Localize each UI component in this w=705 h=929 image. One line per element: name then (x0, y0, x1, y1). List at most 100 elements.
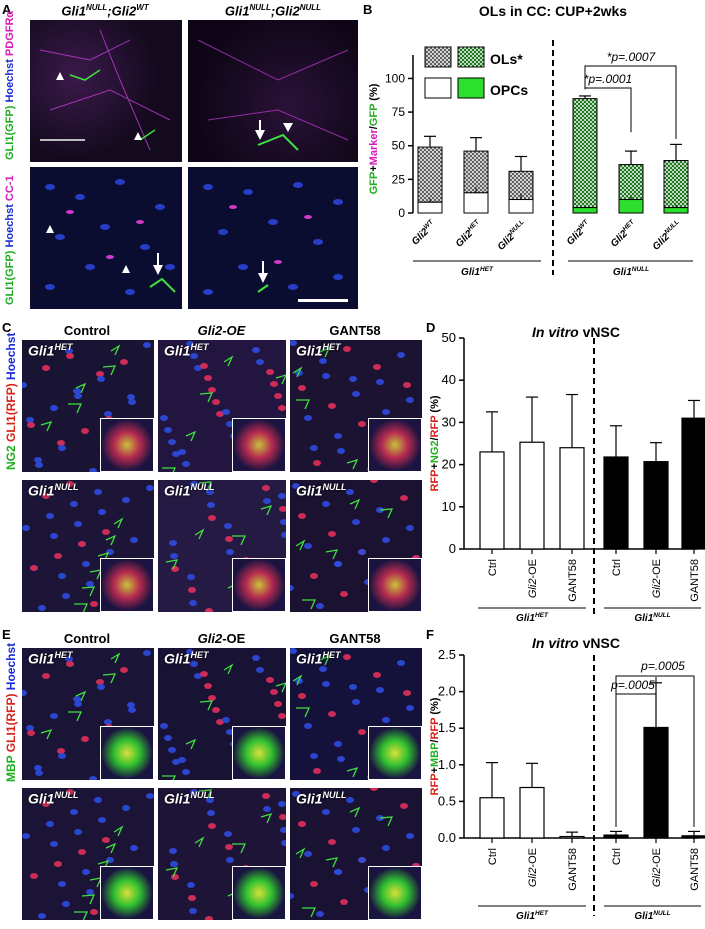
legend-opcs-white (424, 77, 452, 99)
cell-nucleus (102, 837, 110, 843)
micrograph-gridE-1-2-cells (290, 788, 420, 918)
cell-nucleus (281, 840, 286, 846)
cell-nucleus (334, 433, 342, 439)
cell-nucleus (270, 381, 278, 387)
cell-nucleus (50, 713, 58, 719)
panel-c-col-control: Control (63, 323, 111, 338)
cell-nucleus (42, 801, 50, 807)
cell-nucleus (310, 573, 318, 579)
cell-nucleus (200, 671, 208, 677)
micrograph-a-3-cells (45, 179, 176, 295)
chart-b-bar-opcs (417, 201, 443, 214)
cell-nucleus (90, 909, 98, 915)
cell-nucleus (128, 399, 136, 405)
cell-nucleus (160, 723, 168, 729)
micrograph-gridC-0-2: Gli1HET (290, 340, 422, 472)
chart-b-ytick-label: 50 (392, 139, 406, 153)
cell-nucleus (168, 747, 176, 753)
chartF-xtick-label: Gli2-OE (651, 848, 663, 887)
chart-b-xtick-label: Gli2HET (453, 218, 485, 250)
cell-nucleus (46, 821, 54, 827)
cell-nucleus (187, 882, 195, 888)
cell-nucleus (337, 448, 345, 454)
cell-nucleus (65, 656, 73, 662)
cell-nucleus (120, 667, 128, 673)
micrograph-gridE-0-2: Gli1HET (290, 648, 422, 780)
cell-nucleus (66, 661, 74, 667)
cell-nucleus (290, 585, 294, 591)
cell-process (198, 481, 213, 492)
chart-b-bar-opcs (618, 199, 644, 214)
cell-nucleus (94, 797, 102, 803)
cell-nucleus (189, 908, 197, 914)
cell-nucleus (224, 831, 232, 837)
cell-nucleus (298, 693, 306, 699)
cell-nucleus (263, 498, 271, 504)
cell-process (346, 766, 359, 778)
panel-c-ylabel: NG2 GLI1(RFP) Hoechst (4, 332, 18, 470)
cell-process (74, 911, 89, 920)
cell-nucleus (274, 701, 282, 707)
cell-nucleus (170, 553, 178, 559)
cell-nucleus (358, 549, 366, 555)
cell-nucleus (346, 489, 354, 495)
cell-nucleus (352, 519, 360, 525)
cell-process (232, 535, 247, 546)
panel-e-col-gant58: GANT58 (329, 631, 381, 646)
cell-nucleus (281, 532, 286, 538)
chart-b-bar-ols (572, 98, 598, 209)
chartF-xtick-label: GANT58 (567, 848, 579, 891)
chartF-xtick-label: GANT58 (689, 848, 701, 891)
micrograph-a-2-cells (197, 39, 349, 151)
cell-nucleus (290, 340, 297, 346)
chart-b-bracket (584, 87, 632, 133)
cell-nucleus (66, 353, 74, 359)
micrograph-gridE-1-2: Gli1NULL (290, 788, 422, 920)
cell-nucleus (340, 591, 348, 597)
micrograph-a-3 (30, 167, 182, 309)
cell-nucleus (322, 809, 330, 815)
cell-nucleus (290, 648, 297, 654)
cell-process (379, 508, 394, 519)
cell-nucleus (280, 519, 286, 525)
chartF-title: In vitro vNSC (532, 635, 620, 651)
chart-b-stat: *p=.0007 (607, 50, 657, 64)
cell-nucleus (279, 506, 286, 512)
cell-nucleus (81, 736, 89, 742)
cell-nucleus (376, 687, 384, 693)
cell-nucleus (188, 587, 196, 593)
genotype-label: Gli1NULL (28, 790, 79, 807)
cell-nucleus (403, 382, 411, 388)
cell-nucleus (128, 707, 136, 713)
cell-nucleus (73, 388, 81, 394)
cell-nucleus (225, 536, 233, 542)
cell-nucleus (30, 565, 38, 571)
cell-process (319, 346, 331, 358)
cell-nucleus (190, 789, 198, 795)
chartF-ytick-label: 1.0 (438, 757, 456, 772)
chartD-bar (479, 451, 505, 550)
cell-nucleus (42, 365, 50, 371)
inset-box (100, 418, 154, 472)
cell-nucleus (262, 485, 270, 491)
cell-nucleus (169, 848, 177, 854)
cell-nucleus (280, 827, 286, 833)
cell-nucleus (328, 403, 336, 409)
chart-b-ytick-label: 75 (392, 105, 406, 119)
cell-nucleus (358, 421, 366, 427)
chart-b-bar-ols (463, 150, 489, 194)
cell-nucleus (96, 371, 104, 377)
cell-nucleus (26, 417, 34, 423)
chart-b-bracket (584, 65, 677, 139)
cell-process (275, 374, 286, 385)
panel-e-col-gli2oe: Gli2-OE (197, 631, 246, 646)
chartF-ytick-label: 2.0 (438, 684, 456, 699)
cell-nucleus (205, 608, 213, 612)
cell-nucleus (169, 540, 177, 546)
panel-label-a: A (2, 2, 12, 17)
panel-c-col-gant58: GANT58 (329, 323, 381, 338)
cell-nucleus (322, 501, 330, 507)
cell-nucleus (66, 481, 74, 487)
cell-nucleus (208, 695, 216, 701)
cell-nucleus (172, 759, 180, 765)
